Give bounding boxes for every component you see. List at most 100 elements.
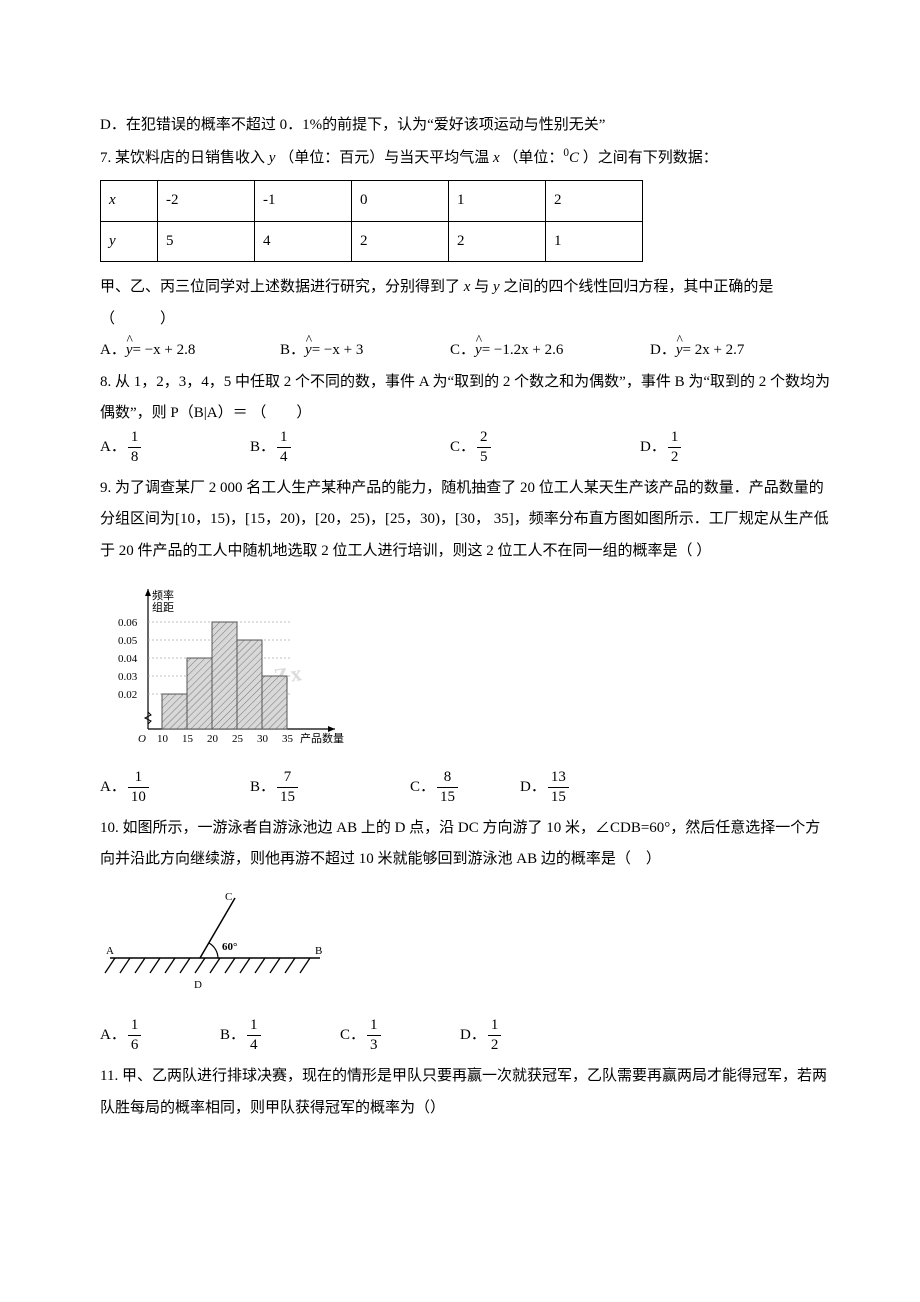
opt-expr: = −x + 2.8	[133, 335, 196, 367]
q7-table: x -2 -1 0 1 2 y 5 4 2 2 1	[100, 180, 643, 262]
q7-p2-mid: 与	[470, 279, 493, 295]
opt-label: B．	[220, 1028, 245, 1043]
xtick: 30	[257, 733, 269, 745]
xtick: 25	[232, 733, 244, 745]
opt-label: C．	[450, 335, 475, 367]
xtick: 20	[207, 733, 219, 745]
frac-den: 4	[277, 447, 291, 465]
fraction: 12	[488, 1018, 502, 1053]
q9-options: A． 110 B． 715 C． 815 D． 1315	[100, 770, 830, 805]
geometry-svg: A B C D 60°	[100, 888, 340, 998]
page-root: D．在犯错误的概率不超过 0．1%的前提下，认为“爱好该项运动与性别无关” 7.…	[0, 0, 920, 1302]
q9-option-a: A． 110	[100, 770, 250, 805]
ytick: 0.02	[118, 689, 137, 701]
fraction: 1315	[548, 770, 569, 805]
table-header-x: x	[101, 181, 158, 222]
fraction: 12	[668, 430, 682, 465]
frac-num: 7	[277, 770, 298, 787]
q9-stem: 9. 为了调查某厂 2 000 名工人生产某种产品的能力，随机抽查了 20 位工…	[100, 473, 830, 568]
table-cell: -1	[255, 181, 352, 222]
q7-para2: 甲、乙、丙三位同学对上述数据进行研究，分别得到了 x 与 y 之间的四个线性回归…	[100, 272, 830, 335]
ytick: 0.06	[118, 617, 138, 629]
table-header-y: y	[101, 221, 158, 262]
opt-label: D．	[520, 780, 546, 795]
ylabel-1: 频率	[152, 588, 174, 602]
table-cell: 5	[158, 221, 255, 262]
q7-option-a: A． ^y = −x + 2.8	[100, 335, 280, 367]
var-x: x	[493, 150, 500, 166]
fraction: 13	[367, 1018, 381, 1053]
q7-option-d: D． ^y = 2x + 2.7	[650, 335, 744, 367]
q7-options: A． ^y = −x + 2.8 B． ^y = −x + 3 C． ^y = …	[100, 335, 830, 367]
opt-label: A．	[100, 1028, 126, 1043]
q7-post: ）之间有下列数据：	[579, 150, 718, 166]
fraction: 715	[277, 770, 298, 805]
fraction: 16	[128, 1018, 142, 1053]
table-cell: 1	[449, 181, 546, 222]
angle-label: 60°	[222, 941, 237, 953]
opt-expr: = −1.2x + 2.6	[482, 335, 564, 367]
frac-num: 1	[128, 430, 142, 447]
var-y: y	[493, 279, 500, 295]
frac-den: 15	[548, 787, 569, 805]
table-row: y 5 4 2 2 1	[101, 221, 643, 262]
ytick: 0.03	[118, 671, 138, 683]
hat-y-icon: ^y	[305, 335, 312, 367]
q7-stem: 7. 某饮料店的日销售收入 y （单位：百元）与当天平均气温 x （单位：0C …	[100, 142, 830, 175]
opt-label: C．	[410, 780, 435, 795]
fraction: 25	[477, 430, 491, 465]
label-a: A	[106, 945, 114, 957]
frac-num: 13	[548, 770, 569, 787]
fraction: 110	[128, 770, 149, 805]
table-cell: 1	[546, 221, 643, 262]
q7-option-b: B． ^y = −x + 3	[280, 335, 450, 367]
opt-label: B．	[280, 335, 305, 367]
frac-den: 3	[367, 1035, 381, 1053]
xtick: 15	[182, 733, 194, 745]
q10-option-a: A． 16	[100, 1018, 220, 1053]
opt-label: C．	[340, 1028, 365, 1043]
xtick: 35	[282, 733, 294, 745]
label-d: D	[194, 979, 202, 991]
q10-option-d: D． 12	[460, 1018, 503, 1053]
origin-label: O	[138, 733, 146, 745]
table-cell: 2	[352, 221, 449, 262]
q10-figure: A B C D 60°	[100, 888, 830, 1011]
opt-expr: = −x + 3	[312, 335, 364, 367]
q9-option-c: C． 815	[410, 770, 520, 805]
frac-den: 15	[277, 787, 298, 805]
opt-expr: = 2x + 2.7	[683, 335, 745, 367]
q8-option-d: D． 12	[640, 430, 683, 465]
q8-options: A． 18 B． 14 C． 25 D． 12	[100, 430, 830, 465]
table-cell: 2	[449, 221, 546, 262]
hat-y-icon: ^y	[475, 335, 482, 367]
frac-num: 1	[668, 430, 682, 447]
ylabel-2: 组距	[152, 600, 174, 614]
xtick: 10	[157, 733, 169, 745]
q7-mid1: （单位：百元）与当天平均气温	[275, 150, 493, 166]
hat-y-icon: ^y	[676, 335, 683, 367]
label-b: B	[315, 945, 322, 957]
fraction: 815	[437, 770, 458, 805]
opt-label: D．	[640, 440, 666, 455]
q7-p2-pre: 甲、乙、丙三位同学对上述数据进行研究，分别得到了	[100, 279, 464, 295]
frac-den: 5	[477, 447, 491, 465]
ytick: 0.05	[118, 635, 138, 647]
q10-option-c: C． 13	[340, 1018, 460, 1053]
frac-num: 1	[128, 770, 149, 787]
q11-stem: 11. 甲、乙两队进行排球决赛，现在的情形是甲队只要再赢一次就获冠军，乙队需要再…	[100, 1061, 830, 1124]
q7-mid2: （单位：	[500, 150, 564, 166]
frac-den: 10	[128, 787, 149, 805]
opt-label: A．	[100, 335, 126, 367]
frac-den: 2	[668, 447, 682, 465]
table-row: x -2 -1 0 1 2	[101, 181, 643, 222]
q9-option-b: B． 715	[250, 770, 410, 805]
q8-option-c: C． 25	[450, 430, 640, 465]
opt-label: D．	[460, 1028, 486, 1043]
table-cell: 4	[255, 221, 352, 262]
opt-label: A．	[100, 440, 126, 455]
q7-pre: 7. 某饮料店的日销售收入	[100, 150, 269, 166]
frac-den: 2	[488, 1035, 502, 1053]
q8-option-b: B． 14	[250, 430, 450, 465]
q7-option-c: C． ^y = −1.2x + 2.6	[450, 335, 650, 367]
